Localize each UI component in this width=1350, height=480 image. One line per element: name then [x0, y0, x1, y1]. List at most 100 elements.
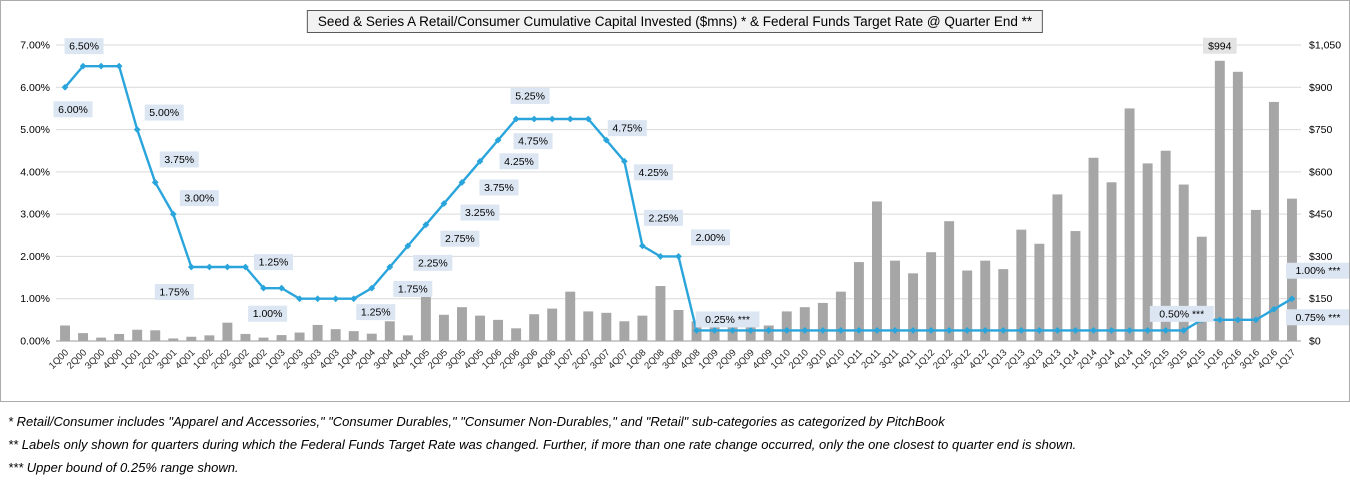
line-marker	[981, 327, 989, 334]
right-axis-tick: $150	[1309, 293, 1333, 305]
bar	[402, 335, 413, 341]
x-axis-tick: 1Q02	[191, 347, 215, 371]
x-axis-tick: 4Q06	[534, 347, 558, 371]
rate-label-box	[643, 209, 683, 226]
rate-label-text: 1.75%	[398, 284, 428, 296]
line-marker	[296, 295, 303, 303]
x-axis-tick: 1Q12	[913, 347, 937, 371]
x-axis-tick: 1Q06	[480, 347, 504, 371]
line-marker	[657, 253, 664, 260]
bar	[240, 333, 251, 341]
x-axis-tick: 4Q09	[751, 347, 775, 371]
line-marker	[639, 242, 646, 250]
line-marker	[404, 242, 412, 250]
x-axis-tick: 1Q09	[696, 347, 720, 371]
left-axis-tick: 1.00%	[20, 293, 50, 305]
bar	[1052, 194, 1063, 341]
x-axis-tick: 2Q05	[426, 347, 450, 371]
bar	[673, 309, 684, 341]
rate-label-text: 5.00%	[149, 107, 179, 119]
line-marker	[1270, 305, 1278, 313]
rate-label-box	[633, 164, 673, 181]
x-axis-tick: 3Q13	[1021, 347, 1045, 371]
bar	[655, 286, 666, 341]
line-marker	[1108, 327, 1115, 334]
bar	[1034, 243, 1045, 341]
line-marker	[1035, 327, 1043, 334]
line-marker	[584, 115, 592, 123]
line-marker	[1126, 327, 1133, 334]
bar	[186, 336, 197, 341]
x-axis-tick: 4Q04	[390, 347, 414, 371]
bar	[565, 291, 576, 341]
line-marker	[133, 126, 141, 133]
bar	[835, 291, 846, 341]
bar	[1070, 231, 1081, 341]
right-axis-tick: $900	[1309, 82, 1333, 94]
x-axis-tick: 3Q02	[227, 347, 251, 371]
rate-label-text: 3.75%	[484, 182, 514, 194]
x-axis-tick: 3Q15	[1166, 347, 1190, 371]
rate-label: 1.25%	[254, 254, 293, 271]
line-marker	[205, 263, 213, 271]
line-marker	[909, 327, 917, 334]
line-marker	[1288, 295, 1296, 303]
x-axis-tick: 2Q00	[65, 347, 89, 371]
x-axis-tick: 4Q03	[318, 347, 342, 371]
bar	[330, 329, 341, 341]
rate-label-text: 3.25%	[465, 207, 495, 219]
line-marker	[675, 253, 682, 260]
rate-label: 3.00%	[179, 190, 219, 207]
line-marker	[855, 327, 863, 334]
x-axis-tick: 4Q16	[1256, 347, 1280, 371]
rate-label: 5.00%	[144, 104, 184, 121]
combo-chart: 0.00% 1.00% 2.00% 3.00% 4.00% 5.00% 6.00% 7.00%…	[20, 37, 1349, 372]
bar	[150, 330, 161, 341]
left-axis-tick: 7.00%	[20, 40, 50, 52]
line-marker	[945, 327, 953, 334]
right-axis-tick: $600	[1309, 166, 1333, 178]
bar	[258, 337, 269, 341]
x-axis-tick: 1Q10	[769, 347, 793, 371]
left-axis-tick: 0.00%	[20, 336, 50, 348]
line-marker	[1072, 327, 1079, 334]
x-axis-tick: 4Q02	[245, 347, 269, 371]
rate-label-box	[179, 190, 219, 207]
x-axis-tick: 3Q08	[660, 347, 684, 371]
rate-label: 1.00% ***	[1286, 262, 1349, 279]
rate-label-box	[690, 229, 730, 246]
bar	[1196, 236, 1207, 341]
line-marker	[1054, 327, 1061, 334]
rate-label-box	[479, 179, 519, 196]
x-axis-tick: 2Q11	[859, 347, 883, 371]
rate-label: 0.75% ***	[1286, 309, 1349, 326]
x-axis-tick: 2Q10	[787, 347, 811, 371]
line-marker	[440, 200, 448, 207]
rate-label: 3.75%	[159, 151, 199, 168]
x-axis-tick: 1Q11	[841, 347, 865, 371]
x-axis-tick: 2Q06	[498, 347, 522, 371]
rate-label-text: 6.00%	[58, 104, 88, 116]
rate-label-text: 2.25%	[418, 257, 448, 269]
line-marker	[1180, 327, 1188, 334]
rate-label: 3.75%	[479, 179, 519, 196]
bar	[619, 321, 630, 341]
rate-label-box	[356, 304, 396, 321]
rate-label: 2.25%	[643, 209, 683, 226]
rate-label-box	[144, 104, 184, 121]
rate-label-box	[159, 151, 199, 168]
bar	[1214, 60, 1225, 341]
x-axis-tick: 2Q15	[1148, 347, 1172, 371]
bar-label: $994	[1203, 37, 1237, 54]
bar	[1232, 71, 1243, 342]
line-marker	[151, 179, 159, 186]
x-axis-tick: 1Q08	[624, 347, 648, 371]
x-axis-tick: 4Q10	[823, 347, 847, 371]
x-axis-tick: 4Q15	[1184, 347, 1208, 371]
line-marker	[61, 83, 69, 91]
x-axis-labels: 1Q002Q003Q004Q001Q012Q013Q014Q011Q022Q02…	[47, 347, 1298, 371]
rate-label: 3.25%	[460, 204, 500, 221]
line-marker	[891, 327, 899, 334]
x-axis-tick: 2Q01	[137, 347, 161, 371]
